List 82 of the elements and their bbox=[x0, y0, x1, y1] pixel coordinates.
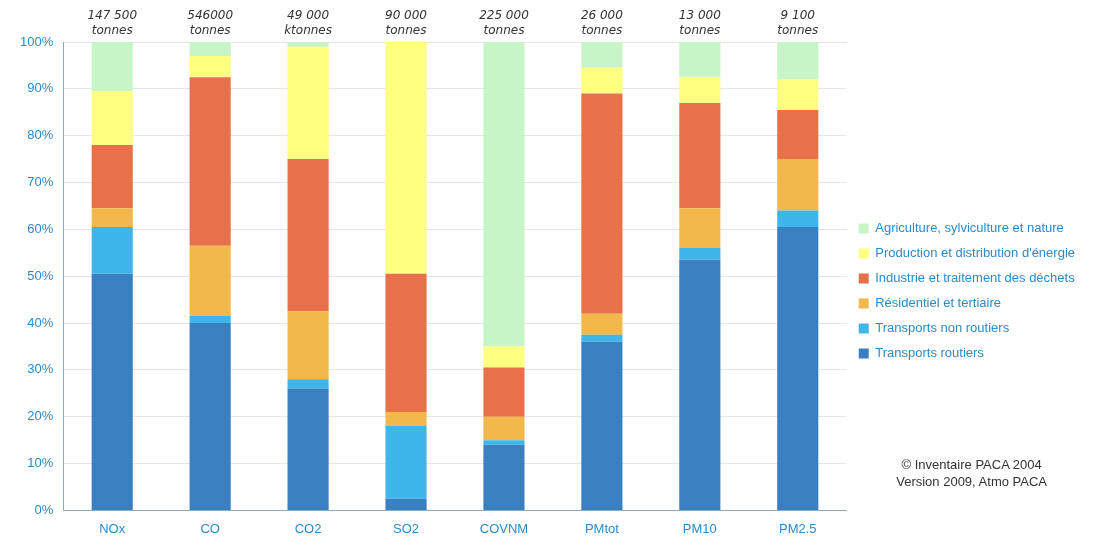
legend-label: Résidentiel et tertiaire bbox=[875, 295, 1001, 311]
bar bbox=[581, 93, 623, 314]
x-tick-label: CO bbox=[200, 520, 220, 536]
text: Version 2009, Atmo PACA bbox=[896, 473, 1047, 490]
bar bbox=[287, 46, 329, 160]
bar bbox=[777, 227, 819, 510]
annotation: 26 000 tonnes bbox=[580, 8, 624, 38]
bar bbox=[777, 210, 819, 228]
bar bbox=[189, 42, 231, 57]
bar bbox=[581, 42, 623, 68]
bar bbox=[679, 248, 721, 260]
bar bbox=[679, 77, 721, 103]
bar bbox=[287, 311, 329, 380]
legend-label: Transports routiers bbox=[875, 345, 985, 361]
bar bbox=[189, 56, 231, 78]
bar bbox=[483, 444, 525, 510]
legend-label: Agriculture, sylviculture et nature bbox=[875, 220, 1064, 236]
bar bbox=[91, 42, 133, 92]
bar bbox=[679, 42, 721, 78]
bar bbox=[483, 367, 525, 417]
y-tick-label: 80% bbox=[27, 127, 54, 143]
legend-label: Transports non routiers bbox=[875, 320, 1010, 336]
legend-label: Production et distribution d'énergie bbox=[875, 245, 1076, 261]
bar bbox=[483, 42, 525, 347]
annotation: 49 000 ktonnes bbox=[284, 8, 333, 38]
bar bbox=[385, 42, 427, 274]
y-tick-label: 100% bbox=[20, 33, 54, 49]
bar bbox=[581, 67, 623, 94]
annotation: 90 000 tonnes bbox=[385, 8, 428, 38]
y-tick-label: 30% bbox=[27, 361, 54, 377]
text: © Inventaire PACA 2004 bbox=[900, 456, 1043, 473]
bar bbox=[385, 412, 427, 427]
bar bbox=[287, 42, 329, 47]
y-tick-label: 0% bbox=[34, 501, 54, 517]
annotation: 147 500 tonnes bbox=[87, 8, 138, 38]
bar bbox=[287, 159, 329, 312]
legend-label: Industrie et traitement des déchets bbox=[875, 270, 1076, 286]
annotation: 546000 tonnes bbox=[187, 8, 234, 38]
bar bbox=[287, 379, 329, 389]
annotation: 13 000 tonnes bbox=[678, 8, 722, 38]
bar bbox=[679, 102, 721, 209]
y-tick-label: 60% bbox=[27, 220, 54, 236]
bar bbox=[189, 316, 231, 324]
bar bbox=[189, 245, 231, 317]
y-tick-label: 50% bbox=[27, 267, 54, 283]
bar bbox=[91, 208, 133, 228]
x-tick-label: PM10 bbox=[682, 520, 717, 536]
x-tick-label: COVNM bbox=[479, 520, 529, 536]
bar bbox=[777, 42, 819, 80]
bar bbox=[483, 346, 525, 368]
bar bbox=[189, 77, 231, 246]
bar bbox=[91, 91, 133, 146]
x-tick-label: PM2.5 bbox=[778, 520, 817, 536]
y-tick-label: 90% bbox=[27, 80, 54, 96]
y-tick-label: 10% bbox=[27, 455, 54, 471]
bar bbox=[483, 440, 525, 445]
bar bbox=[91, 145, 133, 209]
x-tick-label: PMtot bbox=[584, 520, 620, 536]
bar bbox=[385, 498, 427, 510]
bar bbox=[679, 208, 721, 249]
bar bbox=[777, 79, 819, 110]
bar bbox=[91, 227, 133, 274]
bar bbox=[385, 426, 427, 499]
annotation: 225 000 tonnes bbox=[479, 8, 530, 38]
bar bbox=[287, 388, 329, 510]
bar bbox=[777, 159, 819, 211]
x-tick-label: NOx bbox=[99, 520, 126, 536]
bar bbox=[777, 109, 819, 160]
x-tick-label: SO2 bbox=[393, 520, 420, 536]
y-tick-label: 70% bbox=[27, 174, 54, 190]
bar bbox=[581, 341, 623, 510]
bar bbox=[581, 334, 623, 342]
bar bbox=[581, 313, 623, 335]
x-tick-label: CO2 bbox=[294, 520, 322, 536]
bar bbox=[385, 273, 427, 413]
annotation: 9 100 tonnes bbox=[777, 8, 819, 38]
y-tick-label: 20% bbox=[27, 408, 54, 424]
y-tick-label: 40% bbox=[27, 314, 54, 330]
bar bbox=[91, 273, 133, 510]
bar bbox=[679, 259, 721, 510]
bar bbox=[483, 416, 525, 441]
bar bbox=[189, 323, 231, 510]
